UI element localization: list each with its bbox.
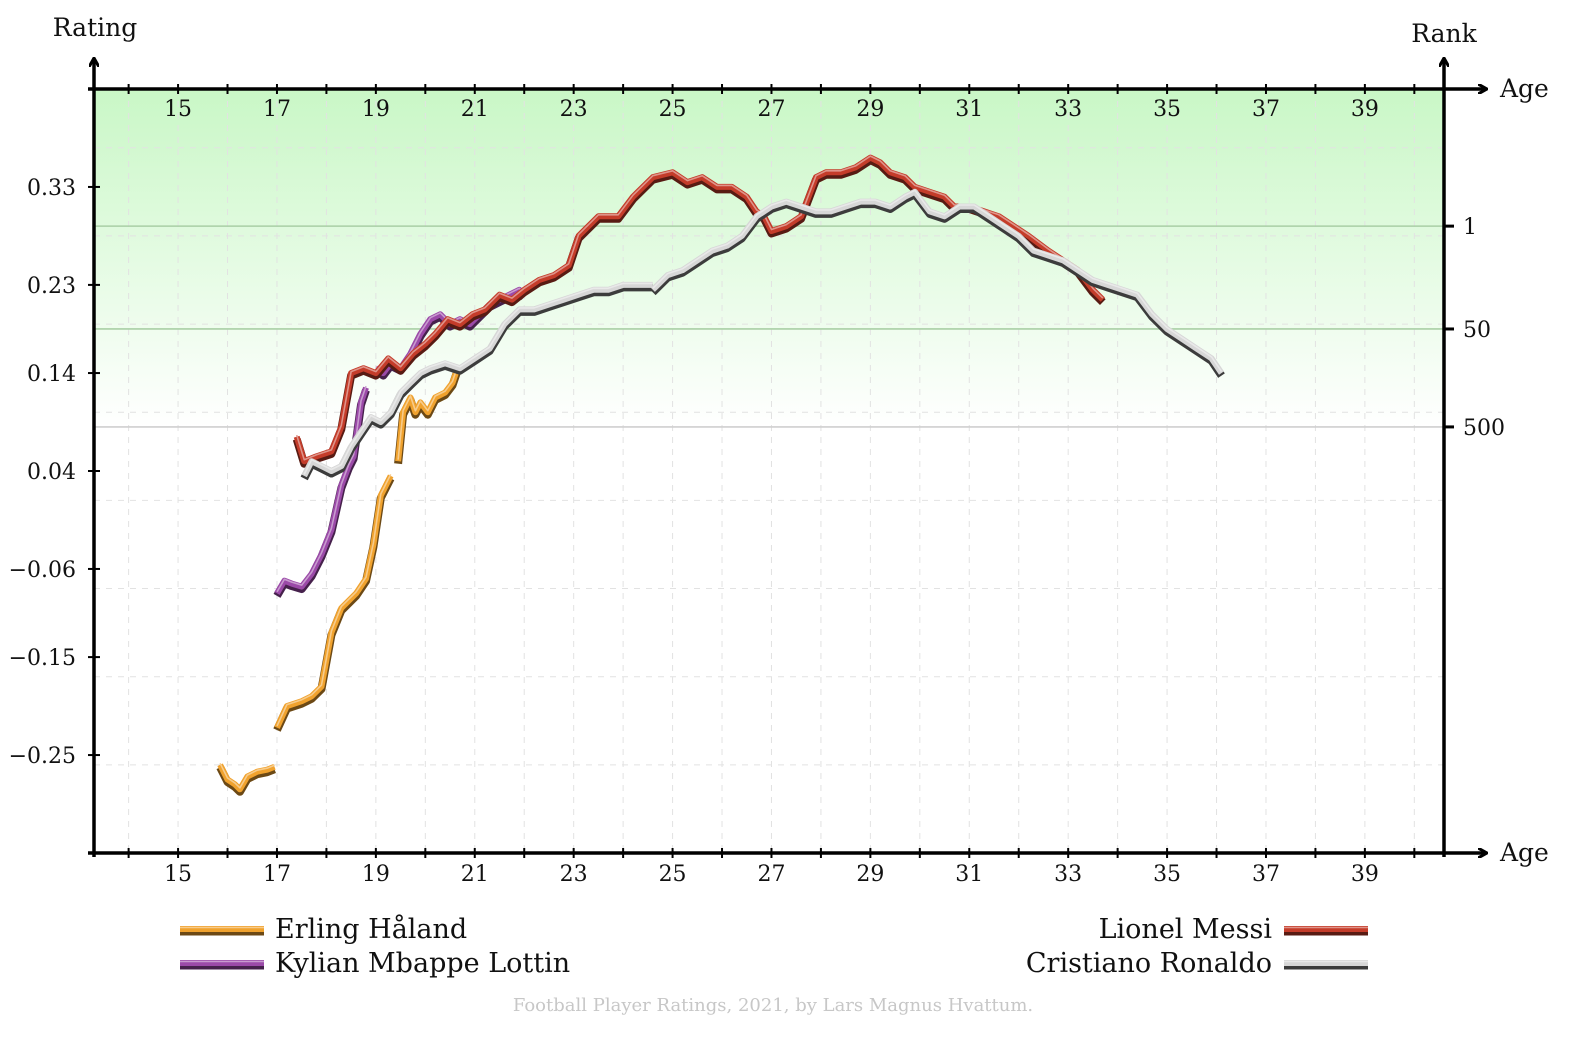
x-tick-label-bottom: 31 — [955, 862, 983, 887]
x-tick-label-bottom: 33 — [1054, 862, 1082, 887]
x-axis-title-top: Age — [1499, 74, 1549, 103]
series-0 — [216, 366, 462, 796]
y-tick-label: −0.15 — [9, 646, 76, 671]
x-tick-label-top: 25 — [659, 97, 687, 122]
x-tick-label-top: 23 — [560, 97, 588, 122]
y-tick-label: −0.25 — [9, 744, 76, 769]
legend-item: Kylian Mbappe Lottin — [180, 948, 570, 979]
rank-label: 500 — [1463, 416, 1505, 441]
x-axis-title-bottom: Age — [1499, 838, 1549, 867]
y-tick-label: 0.04 — [27, 460, 76, 485]
x-tick-label-top: 37 — [1252, 97, 1280, 122]
legend-item: Erling Håland — [180, 913, 467, 945]
legend-item: Cristiano Ronaldo — [1026, 948, 1368, 979]
legend-label: Cristiano Ronaldo — [1026, 948, 1272, 979]
x-tick-label-top: 19 — [362, 97, 390, 122]
series-line-highlight — [295, 155, 1104, 461]
axes — [88, 60, 1485, 858]
x-tick-label-bottom: 29 — [856, 862, 884, 887]
x-tick-label-bottom: 19 — [362, 862, 390, 887]
series-line-highlight — [303, 282, 653, 475]
x-tick-label-bottom: 17 — [263, 862, 291, 887]
series-line-highlight — [397, 366, 459, 460]
series-line-highlight — [219, 762, 275, 789]
legend-label: Lionel Messi — [1099, 914, 1273, 945]
top-rating-band — [94, 89, 1444, 427]
x-tick-label-top: 15 — [164, 97, 192, 122]
series-line-highlight — [652, 189, 1223, 373]
x-tick-label-top: 35 — [1153, 97, 1181, 122]
x-tick-label-top: 27 — [757, 97, 785, 122]
y2-axis-title: Rank — [1411, 19, 1477, 48]
x-tick-label-bottom: 27 — [757, 862, 785, 887]
x-tick-label-bottom: 35 — [1153, 862, 1181, 887]
x-tick-label-top: 17 — [263, 97, 291, 122]
credit-text: Football Player Ratings, 2021, by Lars M… — [513, 995, 1033, 1016]
y-tick-label: 0.23 — [27, 274, 76, 299]
y-tick-label: 0.33 — [27, 176, 76, 201]
y-tick-label: 0.14 — [27, 362, 76, 387]
y-tick-label: −0.06 — [9, 558, 76, 583]
x-tick-label-bottom: 23 — [560, 862, 588, 887]
y-axis-title: Rating — [53, 13, 137, 42]
x-tick-label-top: 33 — [1054, 97, 1082, 122]
legend-item: Lionel Messi — [1099, 914, 1368, 945]
x-tick-label-bottom: 15 — [164, 862, 192, 887]
x-tick-label-bottom: 25 — [659, 862, 687, 887]
rank-label: 1 — [1463, 215, 1477, 240]
legend-label: Erling Håland — [275, 913, 467, 945]
series-line — [650, 188, 1224, 375]
x-tick-label-top: 29 — [856, 97, 884, 122]
x-tick-label-bottom: 39 — [1351, 862, 1379, 887]
series-lines — [216, 154, 1225, 796]
rank-label: 50 — [1463, 318, 1491, 343]
x-tick-label-top: 39 — [1351, 97, 1379, 122]
series-line-highlight — [276, 474, 392, 727]
legend-label: Kylian Mbappe Lottin — [275, 948, 570, 979]
tick-labels: 15 15 17 17 19 19 21 21 23 23 25 25 27 27 29 29 31 31 33 33… — [9, 97, 1379, 887]
series-3 — [300, 188, 1225, 481]
x-tick-label-top: 21 — [461, 97, 489, 122]
x-tick-label-top: 31 — [955, 97, 983, 122]
x-tick-label-bottom: 37 — [1252, 862, 1280, 887]
x-tick-label-bottom: 21 — [461, 862, 489, 887]
